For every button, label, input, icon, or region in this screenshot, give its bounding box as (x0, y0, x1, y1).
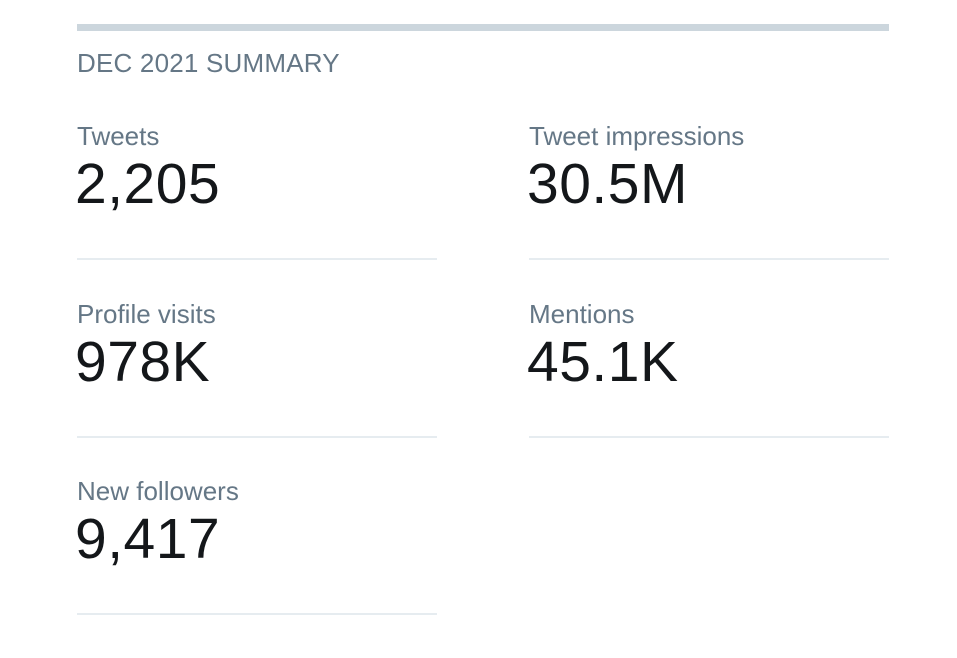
stat-profile-visits: Profile visits 978K (75, 299, 437, 439)
stat-label: Profile visits (77, 299, 216, 329)
stat-new-followers: New followers 9,417 (75, 476, 437, 616)
stat-divider (77, 258, 437, 260)
summary-title: DEC 2021 SUMMARY (77, 48, 340, 78)
stat-value: 978K (75, 330, 211, 394)
stat-label: New followers (77, 476, 239, 506)
stat-tweet-impressions: Tweet impressions 30.5M (527, 121, 889, 261)
stat-label: Tweet impressions (529, 121, 745, 151)
stat-value: 2,205 (75, 152, 221, 216)
summary-top-bar (77, 24, 889, 31)
stat-label: Tweets (77, 121, 160, 151)
stat-divider (77, 436, 437, 438)
stat-value: 45.1K (527, 330, 679, 394)
stat-mentions: Mentions 45.1K (527, 299, 889, 439)
stat-value: 30.5M (527, 152, 688, 216)
stat-tweets: Tweets 2,205 (75, 121, 437, 261)
stat-label: Mentions (529, 299, 635, 329)
stat-value: 9,417 (75, 507, 221, 571)
stat-divider (529, 436, 889, 438)
stat-divider (529, 258, 889, 260)
stat-divider (77, 613, 437, 615)
